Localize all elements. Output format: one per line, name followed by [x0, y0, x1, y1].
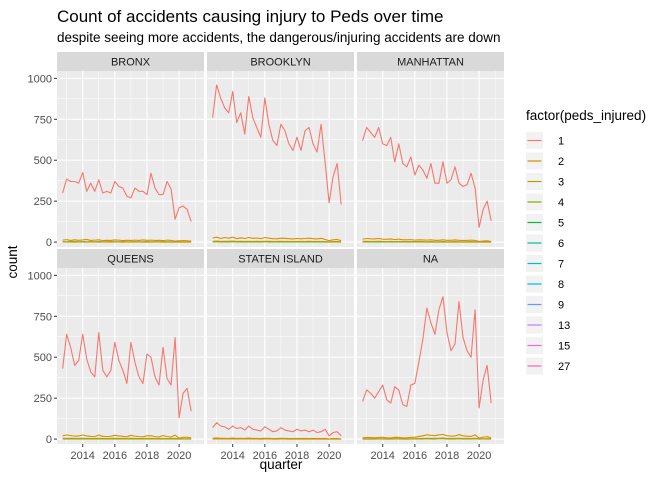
x-tick-label: 2014	[370, 450, 394, 462]
facet-strip-label: BRONX	[111, 57, 151, 69]
legend-label-6: 6	[558, 238, 564, 250]
facet-panels: BRONX BROOKLYN MANHATTAN QUEENS STATEN ISLAN…	[57, 52, 504, 444]
series-line-2	[362, 237, 492, 242]
legend-label-1: 1	[558, 136, 564, 148]
series-line-1	[62, 332, 192, 419]
series-line-1	[362, 296, 492, 409]
legend-title: factor(peds_injured)	[526, 108, 646, 123]
y-tick-label: 1000	[28, 73, 52, 85]
y-tick-label: 250	[34, 196, 52, 208]
facet-panel-brooklyn: BROOKLYN	[207, 52, 354, 247]
series-line-1	[212, 422, 342, 437]
facet-strip	[357, 52, 504, 71]
y-tick-label: 250	[34, 393, 52, 405]
facet-strip	[207, 52, 354, 71]
y-tick-label: 750	[34, 114, 52, 126]
panel-background	[357, 71, 504, 247]
legend-label-9: 9	[558, 300, 564, 312]
panel-background	[207, 71, 354, 247]
series-line-1	[62, 171, 192, 222]
facet-panel-na: NA	[357, 249, 504, 444]
x-tick-label: 2020	[317, 450, 341, 462]
facet-strip-label: BROOKLYN	[250, 57, 310, 69]
panel-background	[57, 71, 204, 247]
legend-label-4: 4	[558, 197, 564, 209]
facet-panel-bronx: BRONX	[57, 52, 204, 247]
y-tick-label: 500	[34, 155, 52, 167]
chart-title: Count of accidents causing injury to Ped…	[57, 7, 443, 26]
x-tick-label: 2018	[135, 450, 159, 462]
panel-background	[357, 268, 504, 444]
y-tick-label: 0	[46, 237, 52, 249]
facet-strip-label: STATEN ISLAND	[238, 254, 323, 266]
facet-strip-label: QUEENS	[107, 254, 153, 266]
series-line-2	[62, 238, 192, 242]
y-tick-label: 750	[34, 311, 52, 323]
series-line-3	[362, 437, 492, 440]
legend-label-13: 13	[558, 320, 570, 332]
x-axis-title: quarter	[260, 457, 303, 472]
legend-label-2: 2	[558, 156, 564, 168]
facet-strip	[57, 249, 204, 268]
series-line-1	[362, 126, 492, 228]
facet-strip-label: NA	[423, 254, 439, 266]
facet-strip	[207, 249, 354, 268]
legend-label-7: 7	[558, 259, 564, 271]
legend-label-3: 3	[558, 177, 564, 189]
y-tick-label: 1000	[28, 270, 52, 282]
x-tick-label: 2016	[253, 450, 277, 462]
series-line-2	[212, 437, 342, 440]
x-tick-label: 2018	[435, 450, 459, 462]
series-line-1	[212, 84, 342, 205]
series-line-2	[362, 433, 492, 439]
facet-panel-manhattan: MANHATTAN	[357, 52, 504, 247]
legend-label-8: 8	[558, 279, 564, 291]
facet-panel-staten-island: STATEN ISLAND	[207, 249, 354, 444]
panel-background	[207, 268, 354, 444]
series-line-2	[62, 434, 192, 439]
y-tick-label: 500	[34, 352, 52, 364]
facet-strip	[57, 52, 204, 71]
x-tick-label: 2018	[285, 450, 309, 462]
series-line-3	[362, 240, 492, 243]
x-tick-label: 2014	[220, 450, 244, 462]
legend: factor(peds_injured) 1 2 3 4 5 6 7 8 9 13 15 27	[526, 108, 646, 375]
x-tick-label: 2020	[467, 450, 491, 462]
y-axis-title: count	[5, 245, 20, 278]
legend-label-27: 27	[558, 361, 570, 373]
series-line-3	[212, 240, 342, 243]
series-line-3	[62, 437, 192, 440]
series-line-2	[212, 236, 342, 242]
axes: 0 250 500 750 1000 0 250 500 750 1000 2014 2016 2018…	[28, 73, 492, 462]
y-tick-label: 0	[46, 434, 52, 446]
facet-panel-queens: QUEENS	[57, 249, 204, 444]
x-tick-label: 2016	[103, 450, 127, 462]
chart-subtitle: despite seeing more accidents, the dange…	[57, 30, 501, 45]
x-tick-label: 2016	[403, 450, 427, 462]
x-tick-label: 2020	[167, 450, 191, 462]
legend-label-5: 5	[558, 218, 564, 230]
facet-strip-label: MANHATTAN	[397, 57, 464, 69]
facet-strip	[357, 249, 504, 268]
x-tick-label: 2014	[70, 450, 94, 462]
legend-label-15: 15	[558, 341, 570, 353]
